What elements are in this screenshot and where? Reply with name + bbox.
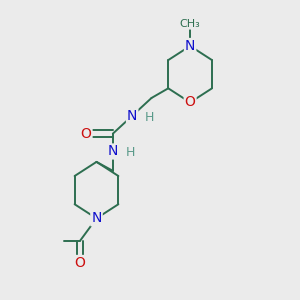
Text: N: N xyxy=(127,109,137,123)
Text: CH₃: CH₃ xyxy=(180,19,200,29)
Text: N: N xyxy=(108,145,118,158)
Text: O: O xyxy=(81,127,92,141)
Text: N: N xyxy=(185,39,195,53)
Text: H: H xyxy=(145,111,154,124)
Text: O: O xyxy=(185,95,196,110)
Text: N: N xyxy=(91,212,102,225)
Text: H: H xyxy=(125,146,135,160)
Text: O: O xyxy=(75,256,86,270)
